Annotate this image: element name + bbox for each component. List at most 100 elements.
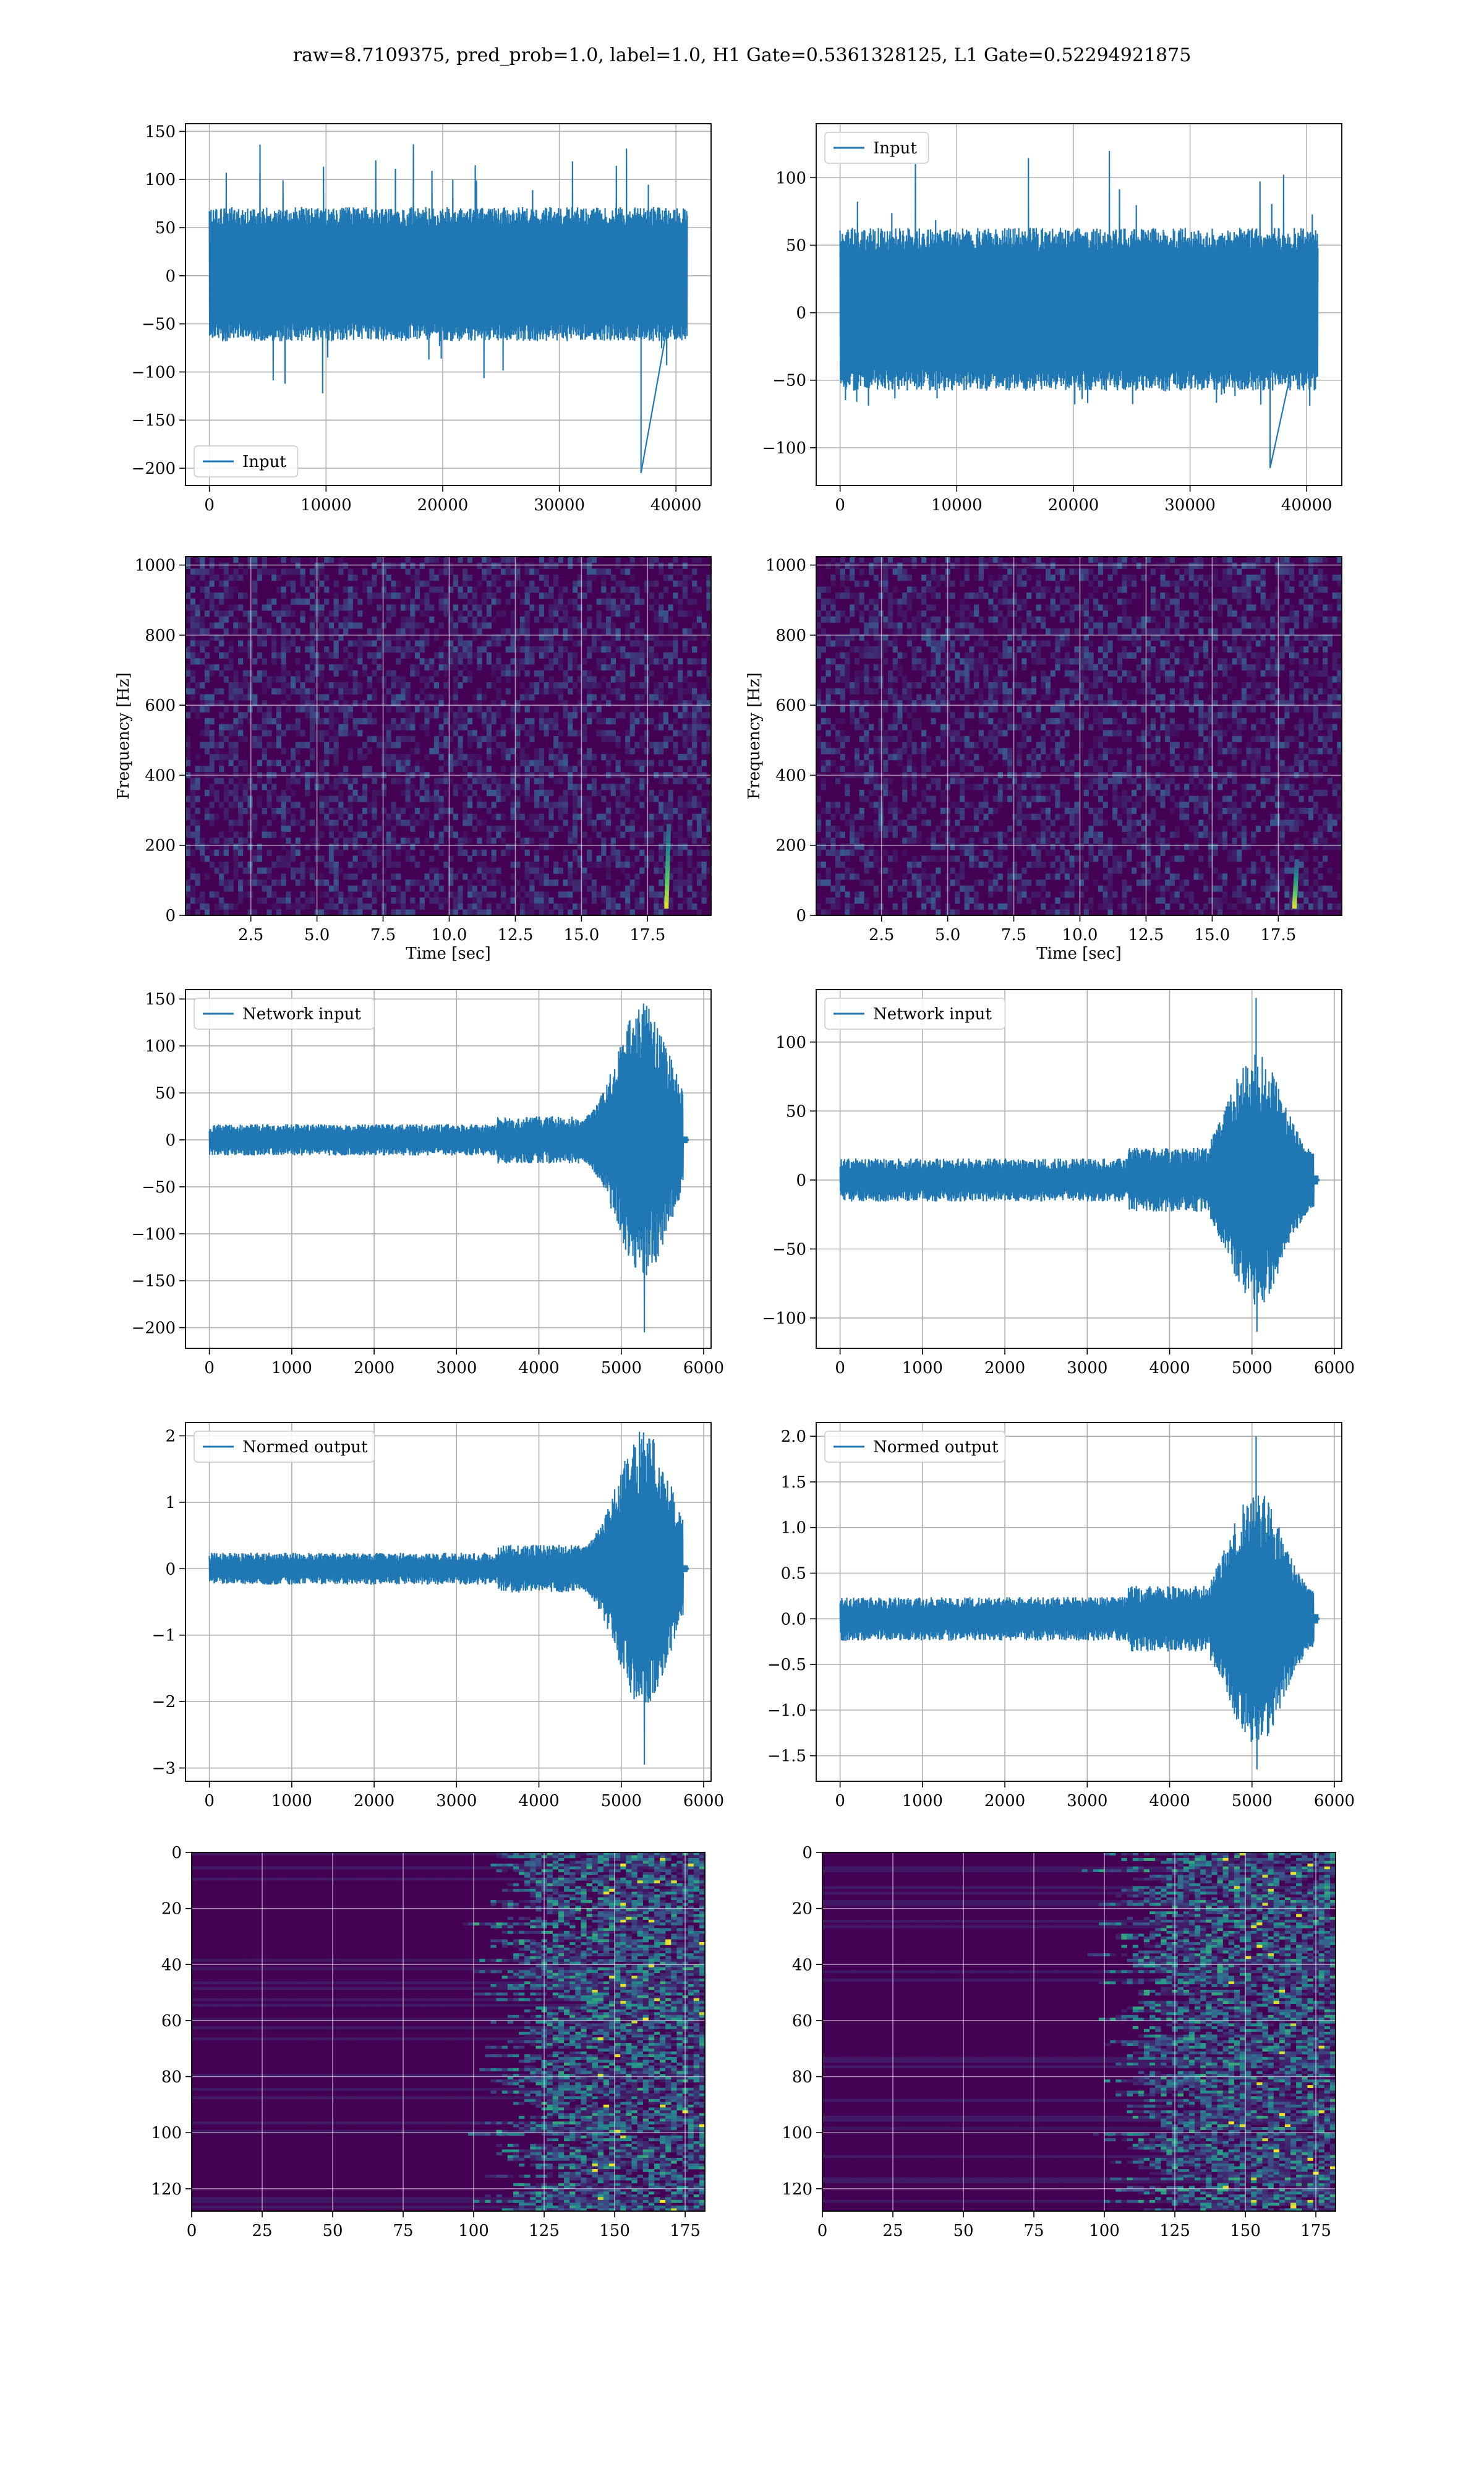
l1-spectrogram-cell: [936, 580, 941, 587]
h1-spectrogram-cell: [186, 628, 191, 635]
h1-spectrogram-cell: [563, 628, 568, 635]
l1-spectrogram-cell: [864, 736, 869, 743]
h1-spectrogram-cell: [281, 700, 286, 707]
h1-spectrogram-cell: [524, 670, 530, 677]
h1-spectrogram-cell: [410, 628, 416, 635]
h1-spectrogram-cell: [381, 754, 387, 761]
l1-spectrogram-cell: [873, 604, 879, 611]
h1-spectrogram-cell: [634, 586, 640, 593]
l1-spectrogram-cell: [883, 568, 889, 575]
h1-spectrogram-cell: [534, 903, 540, 910]
l1-spectrogram-cell: [950, 909, 955, 915]
h1-spectrogram-cell: [639, 682, 645, 689]
l1-spectrogram-cell: [983, 777, 989, 784]
l1-spectrogram-cell: [1031, 766, 1036, 773]
l1-spectrogram-cell: [955, 610, 960, 617]
h1-spectrogram-cell: [491, 891, 497, 898]
l1-spectrogram-cell: [906, 742, 913, 748]
l1-spectrogram-cell: [1064, 903, 1070, 910]
l1-spectrogram-panel: 2.5 5.0 7.5 10.0 12.5 15.0 17.5020040060080010…: [745, 556, 1342, 963]
h1-spectrogram-cell: [654, 688, 659, 695]
h1-spectrogram-cell: [372, 897, 377, 904]
l1-spectrogram-cell: [845, 682, 850, 689]
h1-spectrogram-cell: [219, 640, 224, 647]
l1-spectrogram-cell: [1069, 867, 1075, 874]
h1-spectrogram-cell: [396, 646, 401, 653]
h1-spectrogram-cell: [247, 777, 253, 784]
h1-spectrogram-cell: [438, 903, 444, 910]
h1-spectrogram-cell: [687, 855, 693, 862]
h1-spectrogram-cell: [625, 706, 631, 713]
h1-spectrogram-cell: [654, 903, 659, 910]
h1-spectrogram-cell: [381, 760, 387, 766]
h1-spectrogram-cell: [501, 813, 506, 820]
h1-spectrogram-cell: [582, 580, 587, 587]
l1-spectrogram-cell: [825, 718, 831, 725]
h1-spectrogram-cell: [372, 706, 377, 713]
h1-spectrogram-cell: [352, 873, 358, 880]
h1-spectrogram-cell: [391, 897, 396, 904]
l1-spectrogram-cell: [1050, 706, 1055, 713]
h1-spectrogram-cell: [276, 760, 282, 766]
h1-spectrogram-cell: [396, 700, 401, 707]
h1-spectrogram-cell: [649, 813, 654, 820]
l1-spectrogram-cell: [883, 826, 889, 833]
l1-spectrogram-cell: [964, 748, 970, 755]
l1-spectrogram-cell: [1045, 837, 1051, 844]
l1-spectrogram-cell: [921, 909, 927, 915]
l1-spectrogram-cell: [1021, 730, 1027, 737]
h1-spectrogram-cell: [209, 664, 215, 671]
h1-spectrogram-cell: [352, 682, 358, 689]
l1-spectrogram-cell: [873, 628, 879, 635]
l1-spectrogram-cell: [997, 903, 1003, 910]
h1-spectrogram-cell: [405, 640, 411, 647]
h1-spectrogram-cell: [634, 795, 640, 802]
l1-spectrogram-cell: [1064, 909, 1070, 915]
h1-spectrogram-cell: [654, 658, 659, 665]
h1-spectrogram-cell: [276, 676, 282, 683]
h1-spectrogram-cell: [357, 885, 363, 892]
h1-spectrogram-cell: [348, 837, 353, 844]
h1-spectrogram-cell: [295, 557, 301, 563]
h1-spectrogram-cell: [706, 604, 711, 611]
l1-spectrogram-cell: [1060, 844, 1065, 850]
h1-spectrogram-cell: [706, 802, 711, 808]
h1-spectrogram-cell: [477, 604, 482, 611]
l1-spectrogram-cell: [825, 766, 831, 773]
l1-spectrogram-cell: [887, 640, 893, 647]
l1-spectrogram-cell: [835, 766, 841, 773]
h1-spectrogram-cell: [659, 760, 664, 766]
h1-spectrogram-cell: [577, 604, 582, 611]
h1-spectrogram-cell: [491, 813, 497, 820]
h1-spectrogram-cell: [367, 885, 372, 892]
h1-spectrogram-cell: [606, 862, 612, 868]
l1-spectrogram-cell: [859, 598, 864, 605]
l1-spectrogram-cell: [1055, 813, 1060, 820]
l1-spectrogram-cell: [887, 610, 893, 617]
l1-spectrogram-cell: [940, 610, 946, 617]
h1-spectrogram-cell: [677, 670, 683, 677]
h1-spectrogram-cell: [534, 682, 540, 689]
h1-spectrogram-cell: [190, 831, 195, 838]
h1-spectrogram-cell: [381, 634, 387, 641]
l1-spectrogram-cell: [883, 562, 889, 569]
l1-spectrogram-cell: [859, 891, 864, 898]
h1-spectrogram-cell: [491, 670, 497, 677]
l1-spectrogram-cell: [887, 557, 893, 563]
l1-spectrogram-cell: [1036, 580, 1041, 587]
l1-spectrogram-cell: [1060, 575, 1065, 581]
h1-spectrogram-cell: [625, 784, 631, 790]
h1-spectrogram-cell: [271, 862, 277, 868]
h1-spectrogram-cell: [644, 688, 650, 695]
h1-spectrogram-cell: [262, 867, 267, 874]
h1-spectrogram-cell: [553, 658, 559, 665]
h1-spectrogram-cell: [644, 855, 650, 862]
h1-spectrogram-cell: [649, 652, 654, 659]
h1-spectrogram-cell: [219, 766, 224, 773]
h1-spectrogram-cell: [477, 802, 482, 808]
l1-spectrogram-cell: [1031, 862, 1036, 868]
h1-spectrogram-cell: [209, 562, 215, 569]
h1-spectrogram-cell: [247, 831, 253, 838]
l1-spectrogram-cell: [921, 622, 927, 629]
h1-spectrogram-cell: [267, 682, 272, 689]
